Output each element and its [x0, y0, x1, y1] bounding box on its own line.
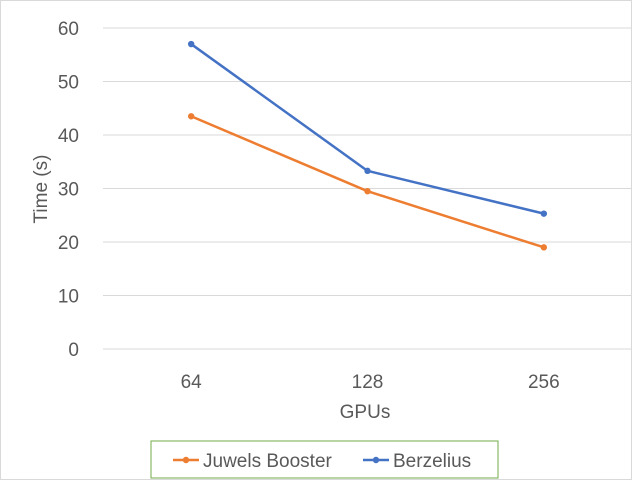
- y-tick-label: 10: [58, 287, 79, 308]
- legend-label: Berzelius: [393, 451, 471, 472]
- legend: Juwels Booster Berzelius: [150, 440, 499, 479]
- legend-box: [150, 440, 499, 479]
- legend-item: Berzelius: [363, 451, 471, 472]
- y-tick-label: 60: [58, 19, 79, 40]
- data-point: [540, 244, 548, 251]
- series-layer: [187, 40, 548, 251]
- data-point: [364, 187, 371, 195]
- legend-items: Juwels Booster Berzelius: [173, 451, 471, 472]
- x-tick-label: 256: [528, 372, 560, 393]
- y-tick-label: 30: [58, 180, 79, 201]
- x-axis-ticks: 64 128 256: [181, 372, 560, 393]
- data-point: [364, 167, 371, 175]
- y-axis-title: Time (s): [31, 155, 52, 224]
- legend-marker: [182, 456, 190, 464]
- y-tick-label: 20: [58, 233, 79, 254]
- data-point: [187, 40, 195, 48]
- series-1: [187, 40, 548, 217]
- legend-label: Juwels Booster: [203, 451, 333, 472]
- x-tick-label: 64: [181, 372, 203, 393]
- data-point: [187, 113, 195, 120]
- series-line: [190, 115, 545, 249]
- y-tick-label: 40: [58, 126, 79, 147]
- x-tick-label: 128: [352, 372, 384, 393]
- y-tick-label: 50: [58, 73, 79, 94]
- y-tick-label: 0: [68, 340, 79, 361]
- y-axis-ticks: 0 10 20 30 40 50 60: [58, 19, 79, 361]
- data-point: [540, 210, 548, 217]
- legend-item: Juwels Booster: [173, 451, 333, 472]
- series-0: [187, 113, 548, 251]
- legend-marker: [372, 456, 380, 464]
- x-axis-title: GPUs: [340, 402, 391, 423]
- gridlines: [103, 27, 632, 350]
